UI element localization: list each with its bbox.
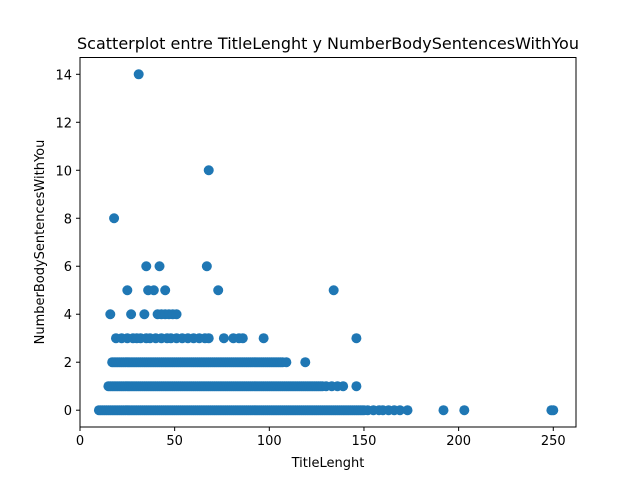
x-tick-label: 250 xyxy=(541,434,566,449)
data-point xyxy=(402,405,413,416)
x-tick-label: 50 xyxy=(166,434,183,449)
data-point xyxy=(171,309,182,320)
y-tick-label: 12 xyxy=(55,116,72,131)
data-point xyxy=(139,309,150,320)
data-point xyxy=(213,285,224,296)
data-point xyxy=(237,333,248,344)
y-axis: 0 2 4 6 8 10 12 14 xyxy=(55,68,80,419)
data-point xyxy=(109,213,120,224)
y-tick-label: 4 xyxy=(64,308,72,323)
x-tick-label: 100 xyxy=(257,434,282,449)
data-point xyxy=(394,405,405,416)
y-tick-label: 6 xyxy=(64,260,72,275)
data-point xyxy=(160,285,171,296)
data-point xyxy=(338,381,349,392)
y-tick-label: 8 xyxy=(64,212,72,227)
data-point xyxy=(201,261,212,272)
y-tick-label: 2 xyxy=(64,356,72,371)
x-axis: 0 50 100 150 200 250 xyxy=(76,427,566,449)
data-point xyxy=(141,261,152,272)
y-axis-label: NumberBodySentencesWithYou xyxy=(33,140,48,345)
data-point xyxy=(258,333,269,344)
data-point xyxy=(122,285,133,296)
x-axis-label: TitleLenght xyxy=(291,456,365,471)
data-point xyxy=(459,405,470,416)
chart-title: Scatterplot entre TitleLenght y NumberBo… xyxy=(77,34,579,53)
y-tick-label: 10 xyxy=(55,164,72,179)
data-point xyxy=(300,357,311,368)
data-point xyxy=(203,333,214,344)
data-point xyxy=(148,285,159,296)
data-point xyxy=(126,309,137,320)
data-point xyxy=(218,333,229,344)
plot-frame xyxy=(79,57,577,428)
data-point xyxy=(438,405,449,416)
data-point xyxy=(154,261,165,272)
data-point xyxy=(203,165,214,176)
y-tick-label: 14 xyxy=(55,68,72,83)
data-point xyxy=(328,285,339,296)
data-point xyxy=(351,381,362,392)
data-point xyxy=(351,333,362,344)
y-tick-label: 0 xyxy=(64,404,72,419)
x-tick-label: 200 xyxy=(446,434,471,449)
data-point xyxy=(133,69,144,80)
points-layer xyxy=(93,69,559,416)
data-point xyxy=(105,309,116,320)
x-tick-label: 150 xyxy=(352,434,377,449)
x-tick-label: 0 xyxy=(76,434,84,449)
data-point xyxy=(281,357,292,368)
data-point xyxy=(548,405,559,416)
